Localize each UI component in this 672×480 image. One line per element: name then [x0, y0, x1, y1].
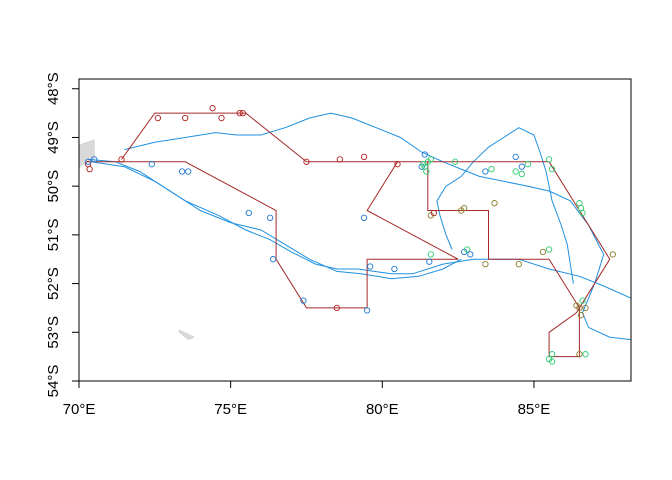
station-point — [154, 114, 162, 122]
station-point — [609, 251, 616, 258]
station-point — [360, 153, 368, 161]
station-point — [577, 312, 585, 319]
y-tick-label: 48°S — [45, 72, 62, 105]
frontal-lines — [88, 112, 631, 341]
track-line — [91, 112, 611, 358]
x-tick-label: 75°E — [214, 401, 247, 418]
station-point — [524, 161, 532, 168]
station-point — [482, 168, 489, 175]
station-point — [178, 168, 186, 175]
station-point — [482, 260, 489, 268]
station-point — [430, 209, 438, 217]
station-point — [426, 258, 433, 265]
land-polygon-1 — [178, 329, 195, 340]
station-point — [118, 156, 125, 163]
station-point — [582, 351, 589, 358]
station-point — [512, 153, 519, 161]
station-point — [545, 156, 553, 163]
front-line-2 — [124, 112, 631, 341]
station-point — [576, 304, 583, 312]
station-point — [218, 114, 225, 122]
front-line-3 — [436, 127, 574, 284]
x-tick-label: 80°E — [366, 401, 399, 418]
y-tick-label: 52°S — [45, 267, 62, 300]
station-point — [86, 165, 93, 173]
station-point — [300, 297, 307, 304]
station-point — [427, 156, 434, 163]
station-point — [394, 161, 401, 168]
station-point — [148, 161, 155, 168]
station-points — [84, 105, 616, 365]
station-point — [515, 260, 522, 268]
land-polygons — [79, 139, 195, 340]
station-point — [576, 351, 583, 358]
y-tick-label: 49°S — [45, 121, 62, 154]
station-point — [467, 251, 474, 258]
station-point — [236, 109, 243, 117]
ship-track — [91, 112, 611, 358]
station-point — [245, 209, 252, 217]
station-point — [464, 246, 471, 253]
station-point — [391, 265, 398, 273]
station-point — [266, 214, 274, 221]
front-line-0 — [88, 158, 462, 280]
station-point — [209, 105, 216, 112]
front-line-1 — [91, 161, 631, 299]
station-point — [451, 158, 459, 165]
x-tick-label: 70°E — [63, 401, 96, 418]
station-point — [488, 165, 495, 173]
station-point — [182, 114, 189, 122]
station-point — [491, 200, 498, 207]
station-point — [363, 307, 371, 314]
station-point — [512, 168, 519, 175]
station-point — [84, 158, 92, 165]
station-point — [367, 263, 374, 270]
station-point — [303, 158, 310, 165]
x-tick-label: 85°E — [518, 401, 551, 418]
station-point — [577, 204, 585, 212]
station-point — [91, 156, 98, 163]
station-point — [336, 156, 343, 163]
station-point — [545, 246, 553, 253]
station-point — [548, 358, 556, 365]
station-point — [461, 204, 468, 212]
station-point — [427, 251, 434, 258]
y-tick-label: 53°S — [45, 316, 62, 349]
station-point — [518, 163, 525, 170]
station-point — [333, 304, 340, 312]
y-axis: 48°S 49°S 50°S 51°S 52°S 53°S 54°S — [45, 72, 80, 398]
station-point — [548, 351, 556, 358]
station-point — [239, 109, 246, 117]
station-point — [421, 151, 428, 158]
y-tick-label: 51°S — [45, 219, 62, 252]
x-axis: 70°E 75°E 80°E 85°E — [63, 380, 551, 418]
y-tick-label: 50°S — [45, 170, 62, 203]
y-tick-label: 54°S — [45, 365, 62, 398]
station-point — [579, 297, 586, 304]
station-point — [423, 168, 430, 175]
station-point — [185, 168, 192, 175]
station-point — [582, 304, 589, 312]
station-point — [518, 170, 525, 178]
plot-frame — [78, 78, 632, 382]
station-point — [360, 214, 368, 221]
station-point — [539, 248, 547, 256]
station-point — [269, 256, 277, 263]
station-point — [548, 165, 556, 173]
